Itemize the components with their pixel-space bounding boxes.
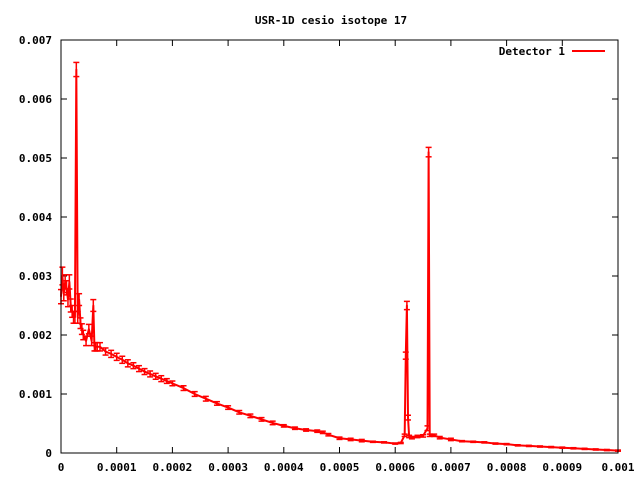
error-bar: [202, 395, 209, 402]
x-tick-label: 0.0002: [153, 461, 193, 474]
error-bar: [369, 440, 376, 444]
error-bar: [88, 335, 95, 347]
error-bar: [405, 414, 412, 421]
error-bar: [525, 444, 532, 448]
error-bar: [269, 420, 276, 426]
error-bar: [408, 435, 415, 440]
error-bar: [85, 323, 92, 335]
error-bar: [537, 445, 544, 448]
error-bar: [191, 390, 198, 398]
y-tick-label: 0.005: [19, 152, 52, 165]
error-bar: [403, 300, 410, 311]
y-tick-label: 0.001: [19, 388, 52, 401]
error-bar: [548, 445, 555, 449]
y-tick-label: 0.002: [19, 329, 52, 342]
error-bar: [130, 361, 137, 370]
error-bar: [420, 433, 427, 438]
error-bar: [397, 441, 404, 445]
x-tick-label: 0.0007: [431, 461, 471, 474]
error-bar: [158, 374, 165, 383]
error-bar: [124, 359, 131, 368]
error-bar: [503, 442, 510, 446]
error-bar: [247, 413, 254, 419]
error-bar: [152, 372, 159, 380]
plot-frame: [60, 39, 619, 454]
y-tick-label: 0: [45, 447, 52, 460]
legend: Detector 1: [499, 45, 605, 58]
chart-title: USR-1D cesio isotope 17: [255, 14, 407, 27]
error-bar: [96, 341, 103, 352]
error-bar: [113, 352, 120, 362]
x-tick-label: 0.001: [601, 461, 634, 474]
error-bar: [83, 335, 90, 347]
error-bar: [492, 442, 499, 445]
error-bar: [414, 434, 421, 439]
y-tick-label: 0.006: [19, 93, 52, 106]
plot-area: [58, 61, 621, 452]
legend-label: Detector 1: [499, 45, 566, 58]
x-tick-label: 0.0001: [97, 461, 137, 474]
error-bar: [163, 377, 170, 385]
x-tick-label: 0.0009: [542, 461, 582, 474]
error-bar: [392, 442, 399, 445]
error-bar: [431, 433, 438, 438]
error-bar: [180, 384, 187, 392]
error-bar: [76, 292, 83, 307]
error-bar: [236, 409, 243, 415]
x-tick-label: 0.0006: [375, 461, 415, 474]
y-tick-label: 0.007: [19, 34, 52, 47]
error-bar: [481, 441, 488, 444]
error-bar: [102, 347, 109, 356]
error-bar: [314, 429, 321, 434]
x-tick-label: 0.0003: [208, 461, 248, 474]
error-bar: [147, 370, 154, 378]
y-tick-label: 0.004: [19, 211, 52, 224]
error-bar: [280, 423, 287, 428]
error-bar: [401, 433, 408, 438]
error-bar: [303, 428, 310, 432]
error-bar: [108, 349, 115, 359]
x-tick-label: 0.0004: [264, 461, 304, 474]
error-bar: [66, 274, 73, 290]
error-bar: [225, 405, 232, 411]
error-bar: [90, 298, 97, 313]
error-bar: [459, 439, 466, 443]
error-bar: [592, 448, 599, 451]
x-tick-label: 0.0008: [487, 461, 527, 474]
y-tick-label: 0.003: [19, 270, 52, 283]
error-bar: [325, 432, 332, 437]
error-bar: [336, 436, 343, 441]
error-bar: [73, 61, 80, 78]
tick-labels: 0 0.0001 0.0002 0.0003 0.0004 0.0005 0.0006 0.0…: [19, 34, 635, 474]
error-bar: [436, 435, 443, 440]
error-bar: [514, 443, 521, 447]
error-bar: [358, 438, 365, 443]
series-line: [60, 68, 619, 452]
error-bar: [213, 400, 220, 406]
error-bar: [381, 441, 388, 444]
error-bar: [581, 447, 588, 451]
error-bar: [559, 446, 566, 450]
error-bar: [291, 426, 298, 431]
error-bar: [59, 266, 66, 286]
error-bar: [570, 446, 577, 450]
axis-ticks: [60, 39, 619, 454]
x-tick-label: 0: [58, 461, 65, 474]
error-bar: [470, 440, 477, 444]
error-bar: [319, 430, 326, 435]
error-bar: [447, 437, 454, 442]
error-bar: [141, 367, 148, 376]
error-bar: [347, 437, 354, 442]
error-bar: [603, 448, 610, 452]
x-tick-label: 0.0005: [320, 461, 360, 474]
error-bar: [425, 146, 432, 158]
error-bar: [258, 416, 265, 422]
error-bar: [119, 355, 126, 365]
error-bar: [424, 425, 431, 432]
error-bar: [80, 329, 87, 341]
error-bar: [402, 351, 409, 360]
error-bar: [169, 380, 176, 387]
error-bar: [135, 364, 142, 373]
